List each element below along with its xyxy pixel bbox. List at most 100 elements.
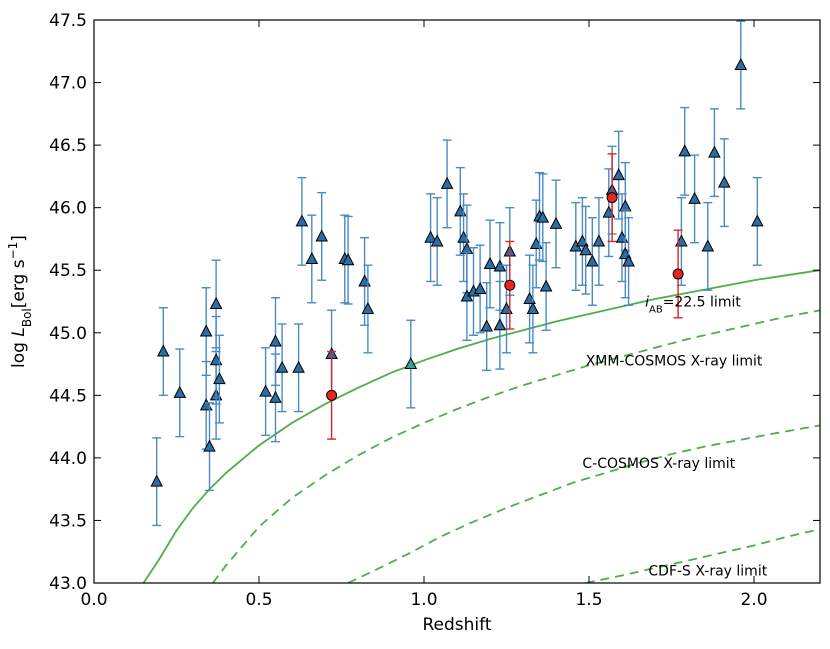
triangle-point-0-48: [585, 216, 599, 306]
triangle-marker: [292, 360, 305, 373]
curve-2: [347, 424, 820, 583]
triangle-point-0-61: [708, 108, 721, 198]
triangle-marker: [424, 230, 437, 243]
triangle-marker: [150, 474, 164, 487]
triangle-marker: [295, 214, 309, 227]
y-tick-label-8: 47.0: [49, 74, 87, 94]
x-axis-label: Redshift: [422, 615, 491, 635]
annotation-iab: iAB=22.5 limit: [645, 295, 741, 316]
x-tick-label-4: 2.0: [740, 590, 767, 610]
triangle-point-0-13: [275, 323, 289, 413]
y-tick-label-2: 44.0: [49, 449, 87, 469]
triangle-marker: [341, 253, 355, 266]
triangle-point-0-0: [150, 437, 164, 527]
triangle-marker: [315, 229, 329, 242]
triangle-marker: [361, 301, 375, 315]
triangle-point-0-15: [295, 176, 309, 266]
y-tick-label-0: 43.0: [49, 574, 87, 594]
triangle-marker: [579, 243, 593, 256]
triangle-marker: [269, 334, 282, 347]
y-tick-label-5: 45.5: [49, 261, 87, 281]
curve-annotations: iAB=22.5 limit XMM-COSMOS X-ray limit C-CO…: [582, 295, 767, 580]
triangle-point-0-42: [536, 173, 550, 263]
triangle-marker: [612, 168, 626, 181]
axis-ticks: 0.0 0.5 1.0 1.5 2.0 43.0 43.5 44.0 44.5 45.0 45.5 4…: [49, 11, 820, 610]
triangle-point-0-64: [750, 176, 764, 266]
triangle-point-0-3: [199, 287, 213, 377]
triangle-marker: [539, 279, 553, 292]
annotation-symbol: i: [645, 295, 649, 311]
triangle-point-0-59: [688, 154, 701, 244]
triangle-marker: [473, 281, 487, 294]
triangle-point-0-56: [622, 216, 635, 306]
triangle-marker: [688, 191, 701, 204]
triangle-marker: [430, 234, 444, 247]
triangle-marker: [750, 214, 764, 227]
y-tick-label-7: 46.5: [49, 136, 87, 156]
triangle-point-0-20: [341, 215, 355, 305]
triangle-marker: [269, 390, 282, 403]
ylabel-subscript: Bol: [20, 308, 34, 327]
triangle-point-0-63: [734, 20, 748, 110]
circle-point-2-0: [326, 350, 338, 440]
circle-marker: [504, 279, 516, 291]
curve-3: [585, 528, 820, 583]
triangle-marker: [213, 371, 226, 385]
triangle-point-0-10: [259, 347, 272, 437]
y-tick-label-9: 47.5: [49, 11, 87, 31]
triangle-marker: [536, 210, 550, 223]
y-tick-label-1: 43.5: [49, 511, 87, 531]
data-points: [150, 20, 764, 527]
circle-point-2-2: [606, 153, 618, 243]
ylabel-unit: [erg s: [9, 259, 29, 308]
triangle-point-0-43: [539, 241, 553, 331]
triangle-point-0-12: [269, 353, 282, 443]
ylabel-symbol: L: [9, 327, 29, 336]
limit-curves: [142, 269, 820, 583]
curve-1: [212, 309, 820, 583]
triangle-marker: [734, 57, 748, 71]
triangle-point-0-52: [612, 130, 626, 220]
circle-marker: [606, 192, 618, 204]
triangle-marker: [678, 144, 692, 157]
triangle-point-0-16: [305, 214, 319, 304]
triangle-point-0-2: [173, 348, 187, 438]
curve-0: [142, 269, 820, 583]
triangle-point-0-9: [213, 334, 226, 424]
triangle-marker: [480, 319, 494, 332]
triangle-point-0-22: [361, 264, 375, 354]
triangle-marker: [622, 254, 635, 267]
triangle-point-0-58: [678, 106, 692, 196]
triangle-marker: [549, 216, 563, 229]
triangle-marker: [483, 256, 497, 269]
triangle-marker: [275, 360, 289, 373]
y-tick-label-4: 45.0: [49, 324, 87, 344]
triangle-point-0-44: [549, 179, 563, 269]
triangle-point-0-45: [569, 201, 583, 291]
triangle-marker: [259, 384, 272, 397]
plot-frame: [93, 19, 821, 584]
x-tick-label-0: 0.0: [80, 590, 107, 610]
triangle-point-0-31: [473, 244, 487, 334]
triangle-point-0-23: [424, 193, 437, 283]
triangle-marker: [717, 175, 731, 188]
triangle-point-0-5: [203, 402, 216, 492]
annotation-ccosmos: C-COSMOS X-ray limit: [582, 456, 735, 472]
triangle-marker: [526, 301, 540, 315]
circle-marker: [326, 389, 338, 401]
triangle-point-1-0: [404, 319, 418, 409]
triangle-point-0-14: [292, 323, 305, 413]
triangle-marker: [708, 145, 721, 158]
triangle-point-0-47: [579, 205, 593, 295]
triangle-point-0-24: [430, 196, 444, 286]
circle-point-2-1: [504, 240, 516, 330]
ylabel-close: ]: [9, 235, 29, 242]
y-tick-label-6: 46.0: [49, 199, 87, 219]
triangle-marker: [156, 344, 170, 357]
triangle-point-0-49: [592, 196, 606, 286]
triangle-point-0-62: [717, 138, 731, 228]
triangle-point-0-33: [483, 219, 497, 309]
triangle-point-0-17: [315, 191, 329, 281]
ylabel-exponent: −1: [6, 242, 20, 260]
